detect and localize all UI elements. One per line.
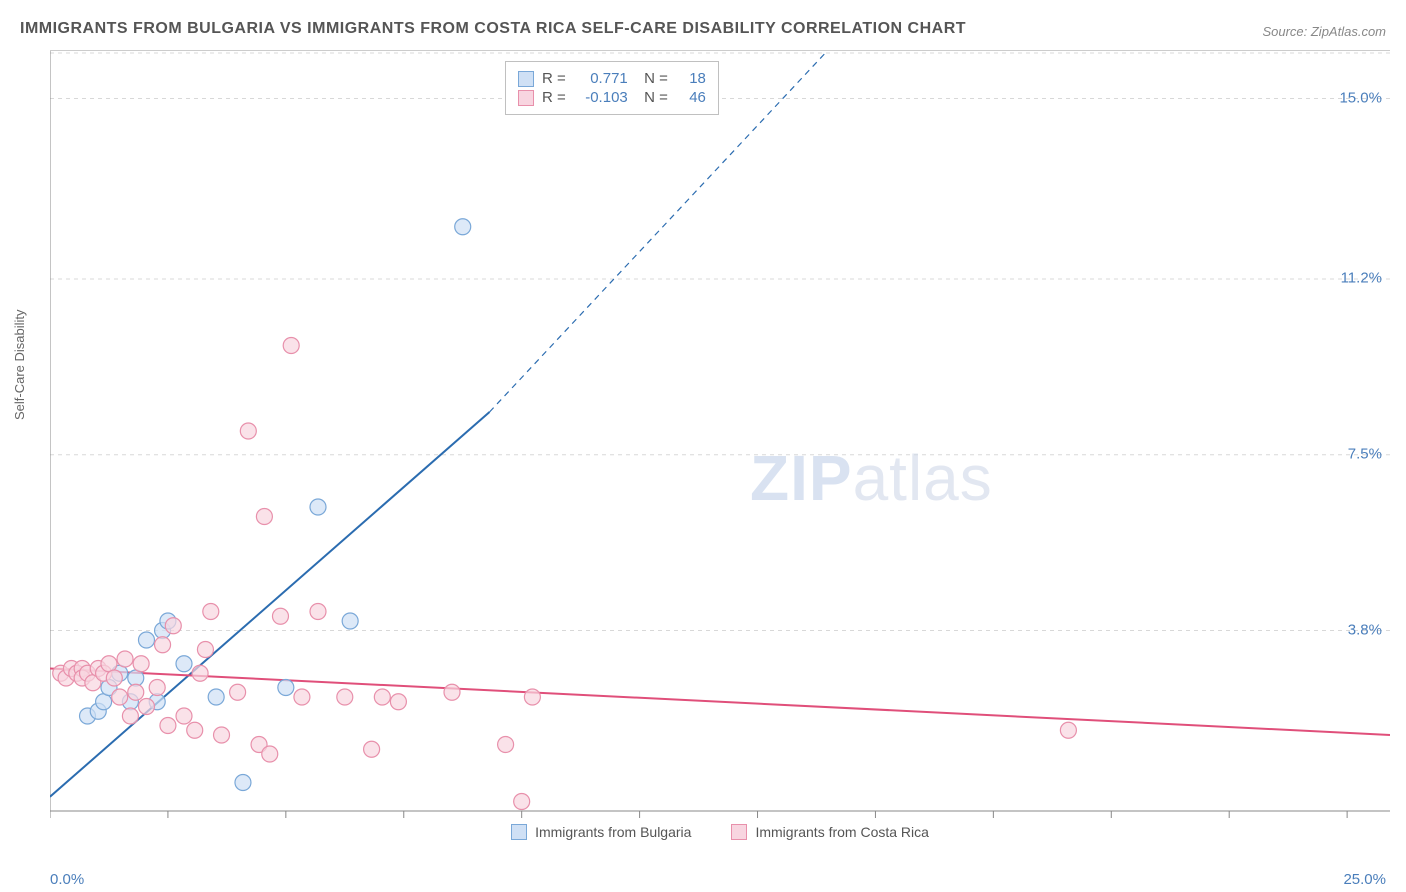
series-swatch	[511, 824, 527, 840]
n-value: 18	[676, 70, 706, 87]
bottom-legend: Immigrants from Bulgaria Immigrants from …	[50, 820, 1390, 840]
legend-item: Immigrants from Costa Rica	[731, 824, 928, 840]
series-swatch	[518, 71, 534, 87]
x-axis-max-label: 25.0%	[1343, 871, 1386, 888]
source-attribution: Source: ZipAtlas.com	[1262, 24, 1386, 39]
stats-row: R = -0.103 N = 46	[518, 89, 706, 106]
chart-area: ZIPatlas R =0.771 N =18R =-0.103 N =46 I…	[50, 50, 1390, 840]
y-axis-label: Self-Care Disability	[12, 309, 27, 420]
r-value: 0.771	[574, 70, 628, 87]
n-label: N =	[636, 70, 668, 87]
chart-title: IMMIGRANTS FROM BULGARIA VS IMMIGRANTS F…	[20, 20, 966, 38]
stats-box: R = 0.771 N = 18 R = -0.103 N = 46	[505, 61, 719, 115]
x-axis-min-label: 0.0%	[50, 871, 84, 888]
y-tick-label: 3.8%	[1348, 621, 1382, 638]
series-swatch	[731, 824, 747, 840]
legend-label: Immigrants from Bulgaria	[535, 824, 691, 840]
stats-row: R = 0.771 N = 18	[518, 70, 706, 87]
scatter-plot	[50, 51, 1390, 841]
y-tick-label: 15.0%	[1339, 89, 1382, 106]
r-label: R =	[542, 89, 566, 106]
y-tick-label: 7.5%	[1348, 445, 1382, 462]
r-label: R =	[542, 70, 566, 87]
n-value: 46	[676, 89, 706, 106]
r-value: -0.103	[574, 89, 628, 106]
legend-label: Immigrants from Costa Rica	[755, 824, 928, 840]
y-tick-label: 11.2%	[1341, 270, 1382, 287]
n-label: N =	[636, 89, 668, 106]
series-swatch	[518, 90, 534, 106]
legend-item: Immigrants from Bulgaria	[511, 824, 691, 840]
